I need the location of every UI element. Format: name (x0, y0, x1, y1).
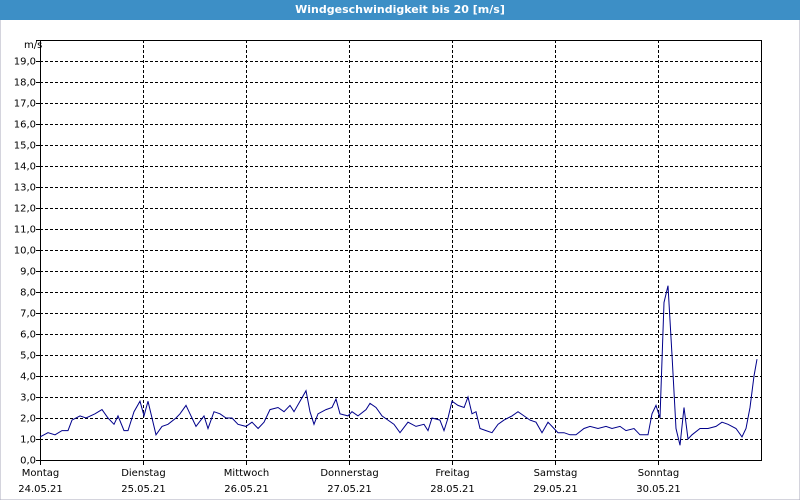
y-axis-label: m/s (24, 40, 42, 51)
y-tick-label: 0,0 (20, 456, 36, 467)
x-tick-label: Donnerstag (320, 468, 378, 479)
y-tick-label: 16,0 (14, 120, 36, 131)
y-tick-label: 3,0 (20, 393, 36, 404)
y-tick-label: 6,0 (20, 330, 36, 341)
x-tick-label: Mittwoch (224, 468, 269, 479)
y-tick-label: 10,0 (14, 246, 36, 257)
y-tick-label: 14,0 (14, 162, 36, 173)
x-tick-label: Samstag (534, 468, 578, 479)
x-tick-date: 27.05.21 (327, 484, 372, 495)
x-tick-date: 29.05.21 (533, 484, 578, 495)
y-tick-label: 2,0 (20, 414, 36, 425)
y-tick-label: 18,0 (14, 78, 36, 89)
x-tick-label: Sonntag (638, 468, 680, 479)
y-tick-label: 1,0 (20, 435, 36, 446)
x-tick-label: Freitag (435, 468, 469, 479)
chart-title: Windgeschwindigkeit bis 20 [m/s] (295, 3, 505, 16)
y-tick-label: 11,0 (14, 225, 36, 236)
y-tick-label: 13,0 (14, 183, 36, 194)
x-tick-label: Montag (22, 468, 59, 479)
y-tick-label: 15,0 (14, 141, 36, 152)
x-tick-date: 26.05.21 (224, 484, 269, 495)
y-tick-label: 19,0 (14, 57, 36, 68)
y-tick-label: 7,0 (20, 309, 36, 320)
data-line (39, 285, 758, 446)
plot-border (40, 40, 762, 461)
x-tick-date: 30.05.21 (636, 484, 681, 495)
x-tick-label: Dienstag (121, 468, 166, 479)
x-tick-date: 24.05.21 (18, 484, 63, 495)
title-bar (0, 0, 800, 20)
y-tick-label: 8,0 (20, 288, 36, 299)
y-tick-label: 9,0 (20, 267, 36, 278)
x-tick-date: 28.05.21 (430, 484, 475, 495)
y-tick-label: 17,0 (14, 99, 36, 110)
y-tick-label: 5,0 (20, 351, 36, 362)
y-tick-label: 12,0 (14, 204, 36, 215)
y-tick-label: 4,0 (20, 372, 36, 383)
x-tick-date: 25.05.21 (121, 484, 166, 495)
